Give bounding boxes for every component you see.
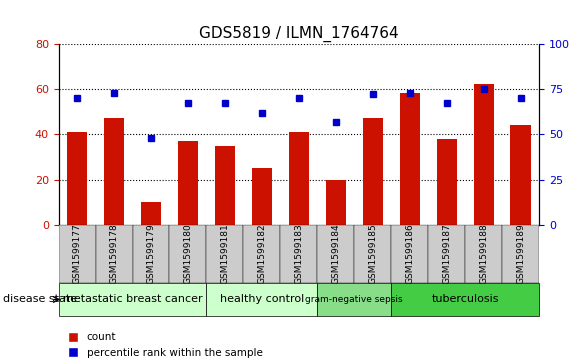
Bar — [252, 168, 272, 225]
Text: metastatic breast cancer: metastatic breast cancer — [63, 294, 202, 305]
Text: GSM1599182: GSM1599182 — [257, 224, 267, 285]
Text: GSM1599189: GSM1599189 — [516, 224, 525, 285]
Bar — [318, 283, 391, 316]
Bar — [132, 225, 169, 283]
Bar — [391, 225, 428, 283]
Bar — [59, 283, 206, 316]
Bar — [104, 118, 124, 225]
Bar — [326, 180, 346, 225]
Bar — [59, 225, 96, 283]
Bar — [280, 225, 318, 283]
Text: GSM1599178: GSM1599178 — [110, 224, 118, 285]
Title: GDS5819 / ILMN_1764764: GDS5819 / ILMN_1764764 — [199, 26, 398, 42]
Text: GSM1599183: GSM1599183 — [294, 224, 304, 285]
Text: GSM1599177: GSM1599177 — [73, 224, 81, 285]
Text: GSM1599188: GSM1599188 — [479, 224, 488, 285]
Bar — [289, 132, 309, 225]
Bar — [206, 283, 318, 316]
Bar — [206, 225, 243, 283]
Bar — [391, 283, 539, 316]
Text: GSM1599181: GSM1599181 — [220, 224, 230, 285]
Bar — [363, 118, 383, 225]
Text: GSM1599179: GSM1599179 — [146, 224, 155, 285]
Bar — [473, 84, 494, 225]
Bar — [400, 93, 420, 225]
Bar — [502, 225, 539, 283]
Text: gram-negative sepsis: gram-negative sepsis — [305, 295, 403, 304]
Text: GSM1599184: GSM1599184 — [331, 224, 340, 285]
Bar — [437, 139, 457, 225]
Legend: count, percentile rank within the sample: count, percentile rank within the sample — [64, 328, 267, 362]
Text: tuberculosis: tuberculosis — [431, 294, 499, 305]
Text: disease state: disease state — [3, 294, 77, 305]
Bar — [96, 225, 132, 283]
Bar — [510, 125, 531, 225]
Bar — [214, 146, 235, 225]
Bar — [178, 141, 198, 225]
Bar — [318, 225, 355, 283]
Bar — [141, 203, 161, 225]
Bar — [243, 225, 280, 283]
Text: GSM1599187: GSM1599187 — [442, 224, 451, 285]
Text: GSM1599185: GSM1599185 — [368, 224, 377, 285]
Text: GSM1599180: GSM1599180 — [183, 224, 192, 285]
Bar — [428, 225, 465, 283]
Text: GSM1599186: GSM1599186 — [406, 224, 414, 285]
Bar — [169, 225, 206, 283]
Bar — [355, 225, 391, 283]
Text: healthy control: healthy control — [220, 294, 304, 305]
Bar — [465, 225, 502, 283]
Bar — [67, 132, 87, 225]
